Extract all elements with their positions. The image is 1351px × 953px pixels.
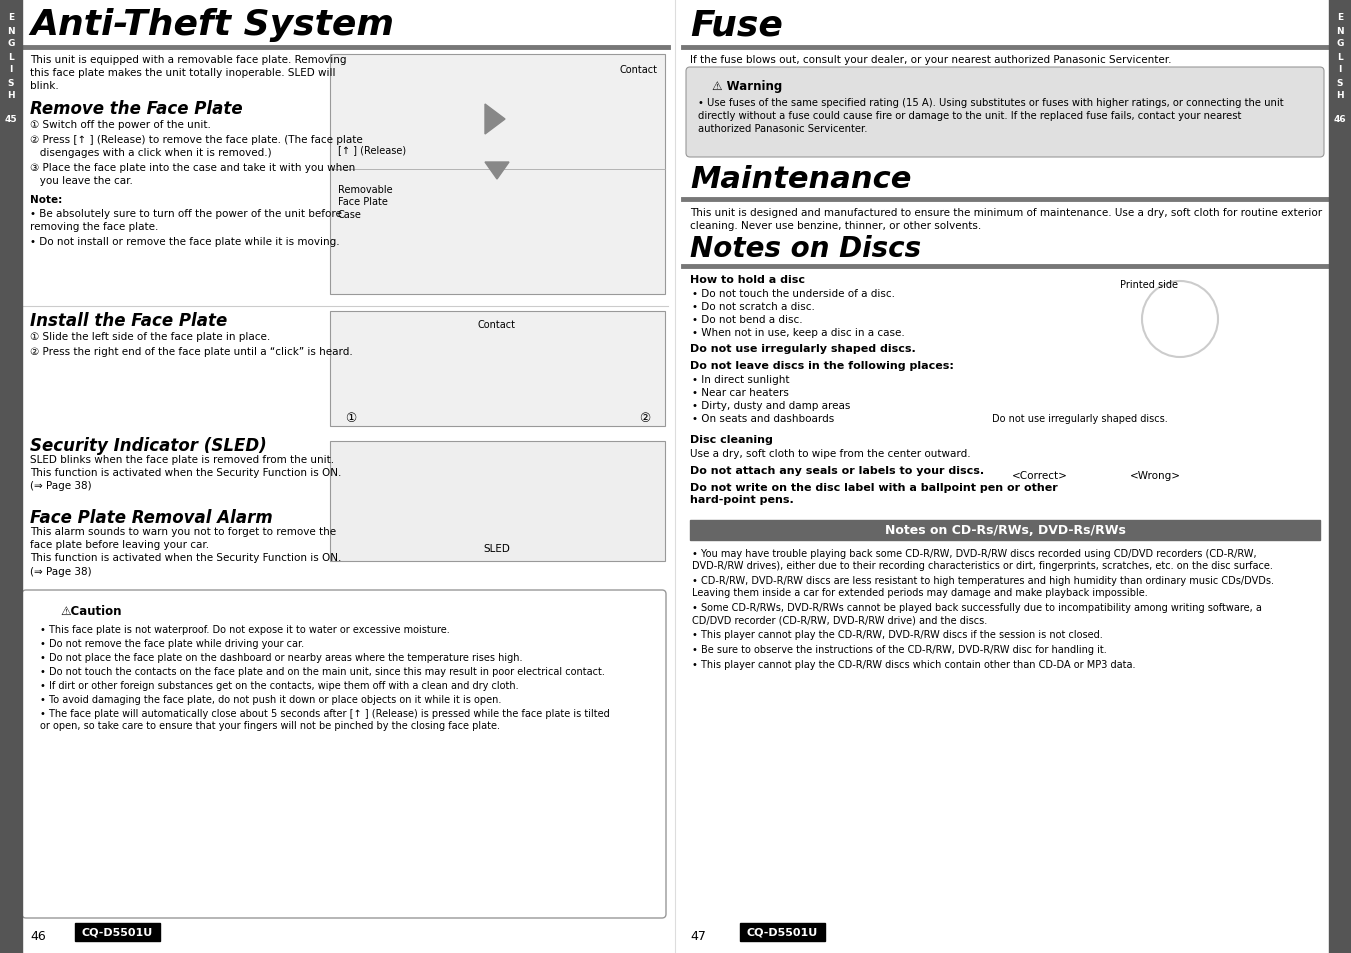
Bar xyxy=(740,923,825,941)
Text: • Do not touch the contacts on the face plate and on the main unit, since this m: • Do not touch the contacts on the face … xyxy=(41,666,605,677)
Text: ①: ① xyxy=(345,412,357,424)
Text: E: E xyxy=(1337,13,1343,23)
Text: • In direct sunlight: • In direct sunlight xyxy=(692,375,789,385)
FancyBboxPatch shape xyxy=(22,590,666,918)
Text: H: H xyxy=(1336,91,1344,100)
Polygon shape xyxy=(485,163,509,180)
Text: Disc cleaning: Disc cleaning xyxy=(690,435,773,444)
Text: <Wrong>: <Wrong> xyxy=(1129,471,1181,480)
Text: Maintenance: Maintenance xyxy=(690,165,912,193)
Text: • Be sure to observe the instructions of the CD-R/RW, DVD-R/RW disc for handling: • Be sure to observe the instructions of… xyxy=(692,644,1106,655)
Text: • Do not scratch a disc.: • Do not scratch a disc. xyxy=(692,302,815,312)
Text: N: N xyxy=(1336,27,1344,35)
Text: • Some CD-R/RWs, DVD-R/RWs cannot be played back successfully due to incompatibi: • Some CD-R/RWs, DVD-R/RWs cannot be pla… xyxy=(692,602,1262,625)
Text: ②: ② xyxy=(639,412,650,424)
Text: 46: 46 xyxy=(30,929,46,942)
Text: <Correct>: <Correct> xyxy=(1012,471,1067,480)
Text: Removable
Face Plate
Case: Removable Face Plate Case xyxy=(338,185,393,219)
Text: G: G xyxy=(7,39,15,49)
Text: L: L xyxy=(1337,52,1343,61)
Text: ⚠ Warning: ⚠ Warning xyxy=(712,80,782,92)
Text: Do not attach any seals or labels to your discs.: Do not attach any seals or labels to you… xyxy=(690,465,984,476)
Text: This unit is designed and manufactured to ensure the minimum of maintenance. Use: This unit is designed and manufactured t… xyxy=(690,208,1323,231)
Text: • Dirty, dusty and damp areas: • Dirty, dusty and damp areas xyxy=(692,400,850,411)
Text: ③ Place the face plate into the case and take it with you when
   you leave the : ③ Place the face plate into the case and… xyxy=(30,163,355,186)
Text: SLED blinks when the face plate is removed from the unit.
This function is activ: SLED blinks when the face plate is remov… xyxy=(30,455,342,491)
Bar xyxy=(330,55,665,294)
Text: Face Plate Removal Alarm: Face Plate Removal Alarm xyxy=(30,509,273,526)
Text: 47: 47 xyxy=(690,929,705,942)
Text: • When not in use, keep a disc in a case.: • When not in use, keep a disc in a case… xyxy=(692,328,905,337)
Text: • Use fuses of the same specified rating (15 A). Using substitutes or fuses with: • Use fuses of the same specified rating… xyxy=(698,98,1283,133)
Text: G: G xyxy=(1336,39,1344,49)
Text: If the fuse blows out, consult your dealer, or your nearest authorized Panasonic: If the fuse blows out, consult your deal… xyxy=(690,55,1171,65)
Text: ② Press [↑ ] (Release) to remove the face plate. (The face plate
   disengages w: ② Press [↑ ] (Release) to remove the fac… xyxy=(30,135,363,157)
Text: Printed side: Printed side xyxy=(1120,280,1178,290)
Text: Use a dry, soft cloth to wipe from the center outward.: Use a dry, soft cloth to wipe from the c… xyxy=(690,449,970,458)
Text: • Near car heaters: • Near car heaters xyxy=(692,388,789,397)
Text: • Be absolutely sure to turn off the power of the unit before
removing the face : • Be absolutely sure to turn off the pow… xyxy=(30,209,342,232)
Text: Contact: Contact xyxy=(478,319,516,330)
Bar xyxy=(1329,0,1351,953)
Text: [↑ ] (Release): [↑ ] (Release) xyxy=(338,145,407,154)
Text: Install the Face Plate: Install the Face Plate xyxy=(30,312,227,330)
Text: • Do not touch the underside of a disc.: • Do not touch the underside of a disc. xyxy=(692,289,894,298)
Polygon shape xyxy=(485,105,505,135)
Text: S: S xyxy=(8,78,15,88)
Text: Security Indicator (SLED): Security Indicator (SLED) xyxy=(30,436,266,455)
Text: • Do not remove the face plate while driving your car.: • Do not remove the face plate while dri… xyxy=(41,639,304,648)
Text: • You may have trouble playing back some CD-R/RW, DVD-R/RW discs recorded using : • You may have trouble playing back some… xyxy=(692,548,1273,571)
Text: • On seats and dashboards: • On seats and dashboards xyxy=(692,414,835,423)
Text: • This player cannot play the CD-R/RW discs which contain other than CD-DA or MP: • This player cannot play the CD-R/RW di… xyxy=(692,659,1135,669)
Text: CQ-D5501U: CQ-D5501U xyxy=(746,927,817,937)
Text: ⚠Caution: ⚠Caution xyxy=(59,604,122,618)
Text: I: I xyxy=(9,66,12,74)
Text: Notes on Discs: Notes on Discs xyxy=(690,234,921,263)
Text: S: S xyxy=(1336,78,1343,88)
Text: Do not write on the disc label with a ballpoint pen or other
hard-point pens.: Do not write on the disc label with a ba… xyxy=(690,482,1058,504)
Text: • This face plate is not waterproof. Do not expose it to water or excessive mois: • This face plate is not waterproof. Do … xyxy=(41,624,450,635)
Text: N: N xyxy=(7,27,15,35)
Text: E: E xyxy=(8,13,14,23)
Text: Notes on CD-Rs/RWs, DVD-Rs/RWs: Notes on CD-Rs/RWs, DVD-Rs/RWs xyxy=(885,524,1125,537)
Text: Do not leave discs in the following places:: Do not leave discs in the following plac… xyxy=(690,360,954,371)
FancyBboxPatch shape xyxy=(686,68,1324,158)
Text: • To avoid damaging the face plate, do not push it down or place objects on it w: • To avoid damaging the face plate, do n… xyxy=(41,695,501,704)
Text: Anti-Theft System: Anti-Theft System xyxy=(30,8,394,42)
Text: • Do not install or remove the face plate while it is moving.: • Do not install or remove the face plat… xyxy=(30,236,339,247)
Text: 46: 46 xyxy=(1333,115,1347,125)
Bar xyxy=(76,923,159,941)
Text: Do not use irregularly shaped discs.: Do not use irregularly shaped discs. xyxy=(690,344,916,354)
Text: Note:: Note: xyxy=(30,194,62,205)
Text: CQ-D5501U: CQ-D5501U xyxy=(81,927,153,937)
Text: ② Press the right end of the face plate until a “click” is heard.: ② Press the right end of the face plate … xyxy=(30,347,353,356)
Text: • Do not place the face plate on the dashboard or nearby areas where the tempera: • Do not place the face plate on the das… xyxy=(41,652,523,662)
Text: Remove the Face Plate: Remove the Face Plate xyxy=(30,100,243,118)
Text: H: H xyxy=(7,91,15,100)
Text: ① Slide the left side of the face plate in place.: ① Slide the left side of the face plate … xyxy=(30,332,270,341)
Text: This alarm sounds to warn you not to forget to remove the
face plate before leav: This alarm sounds to warn you not to for… xyxy=(30,526,342,576)
Text: SLED: SLED xyxy=(484,543,511,554)
Text: • CD-R/RW, DVD-R/RW discs are less resistant to high temperatures and high humid: • CD-R/RW, DVD-R/RW discs are less resis… xyxy=(692,576,1274,598)
Text: Contact: Contact xyxy=(619,65,657,75)
Text: I: I xyxy=(1339,66,1342,74)
Text: • The face plate will automatically close about 5 seconds after [↑ ] (Release) i: • The face plate will automatically clos… xyxy=(41,708,609,731)
Bar xyxy=(690,520,1320,540)
Bar xyxy=(330,312,665,427)
Text: ① Switch off the power of the unit.: ① Switch off the power of the unit. xyxy=(30,120,211,130)
Text: • Do not bend a disc.: • Do not bend a disc. xyxy=(692,314,802,325)
Bar xyxy=(0,0,22,953)
Text: How to hold a disc: How to hold a disc xyxy=(690,274,805,285)
Text: Do not use irregularly shaped discs.: Do not use irregularly shaped discs. xyxy=(992,414,1167,423)
Text: • If dirt or other foreign substances get on the contacts, wipe them off with a : • If dirt or other foreign substances ge… xyxy=(41,680,519,690)
Text: Fuse: Fuse xyxy=(690,8,782,42)
Text: This unit is equipped with a removable face plate. Removing
this face plate make: This unit is equipped with a removable f… xyxy=(30,55,346,91)
Text: 45: 45 xyxy=(4,115,18,125)
Text: • This player cannot play the CD-R/RW, DVD-R/RW discs if the session is not clos: • This player cannot play the CD-R/RW, D… xyxy=(692,629,1102,639)
Text: L: L xyxy=(8,52,14,61)
Bar xyxy=(330,441,665,561)
